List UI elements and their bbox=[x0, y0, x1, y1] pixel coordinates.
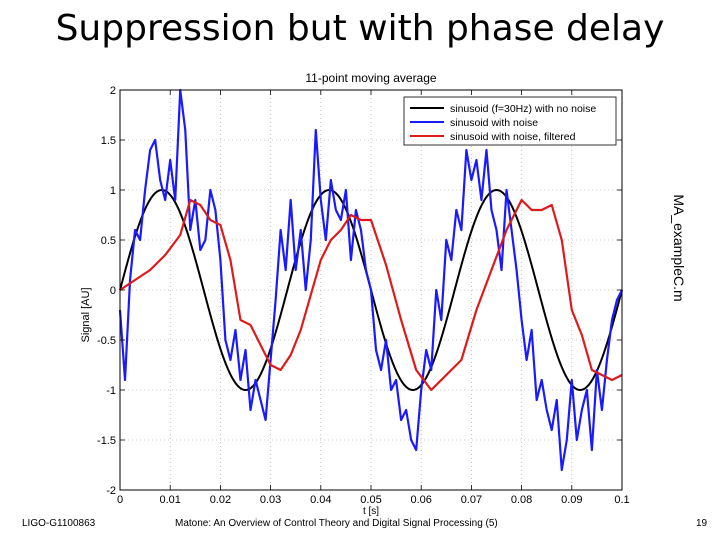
y-tick-label: 1.5 bbox=[101, 135, 116, 147]
y-axis-label: Signal [AU] bbox=[80, 287, 92, 342]
page-number: 19 bbox=[696, 518, 708, 529]
x-tick-label: 0.08 bbox=[511, 494, 532, 506]
x-tick-label: 0.03 bbox=[260, 494, 281, 506]
noisy-signal-series-line bbox=[118, 88, 623, 472]
y-tick-label: 0 bbox=[110, 285, 116, 297]
legend-label: sinusoid (f=30Hz) with no noise bbox=[450, 103, 596, 115]
slide-title: Suppression but with phase delay bbox=[55, 8, 665, 49]
x-tick-label: 0.06 bbox=[410, 494, 431, 506]
x-tick-label: 0.09 bbox=[561, 494, 582, 506]
x-tick-label: 0.1 bbox=[614, 494, 629, 506]
filtered-signal-series-line bbox=[119, 198, 623, 392]
y-tick-label: 1 bbox=[110, 185, 116, 197]
x-axis-label: t [s] bbox=[363, 506, 379, 517]
x-tick-label: 0.02 bbox=[210, 494, 231, 506]
x-tick-label: 0.05 bbox=[360, 494, 381, 506]
script-filename-label: MA_exampleC.m bbox=[671, 194, 687, 302]
legend-label: sinusoid with noise bbox=[450, 117, 538, 129]
document-id: LIGO-G1100863 bbox=[22, 518, 96, 529]
y-tick-label: -1 bbox=[106, 385, 116, 397]
x-tick-label: 0.01 bbox=[159, 494, 180, 506]
y-tick-label: 0.5 bbox=[101, 235, 116, 247]
y-tick-label: -2 bbox=[106, 485, 116, 497]
y-tick-label: -0.5 bbox=[97, 335, 116, 347]
chart-title: 11-point moving average bbox=[305, 71, 437, 85]
legend-label: sinusoid with noise, filtered bbox=[450, 131, 576, 143]
x-tick-label: 0 bbox=[117, 494, 123, 506]
x-tick-label: 0.04 bbox=[310, 494, 331, 506]
y-tick-label: 2 bbox=[110, 85, 116, 97]
y-tick-label: -1.5 bbox=[97, 435, 116, 447]
x-tick-label: 0.07 bbox=[461, 494, 482, 506]
footer-citation: Matone: An Overview of Control Theory an… bbox=[175, 518, 498, 529]
